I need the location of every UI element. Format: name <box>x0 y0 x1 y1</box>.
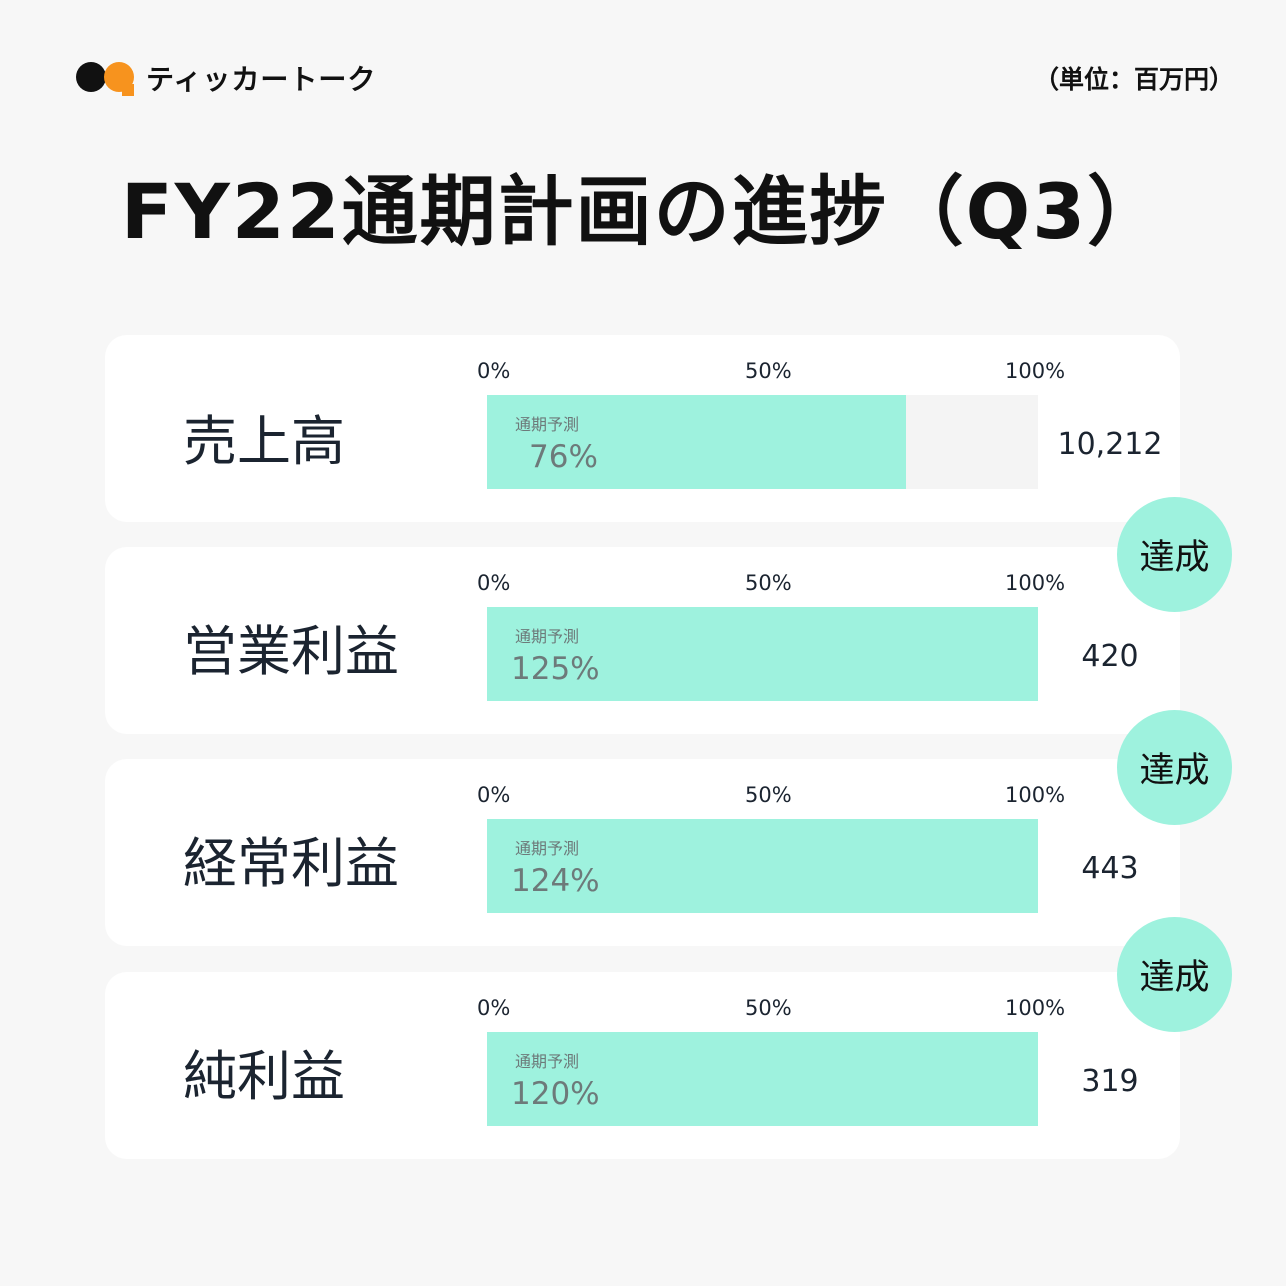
axis-tick-label: 0% <box>477 359 511 383</box>
axis-tick-label: 50% <box>745 783 792 807</box>
progress-track: 通期予測 76% <box>487 395 1038 489</box>
axis-tick-label: 0% <box>477 783 511 807</box>
achieved-badge: 達成 <box>1117 497 1232 612</box>
progress-label: 120% <box>511 1076 600 1112</box>
brand-logo: ティッカートーク <box>74 58 376 98</box>
bar-caption: 通期予測 <box>515 1052 580 1071</box>
metric-card: 経常利益 0% 50% 100% 通期予測 124% 443 <box>105 759 1180 946</box>
brand-name: ティッカートーク <box>146 63 377 96</box>
progress-track: 通期予測 120% <box>487 1032 1038 1126</box>
bar-caption: 通期予測 <box>515 839 580 858</box>
achieved-badge: 達成 <box>1117 917 1232 1032</box>
axis-tick-label: 100% <box>1005 783 1066 807</box>
metric-label: 純利益 <box>183 1045 345 1108</box>
metric-label: 経常利益 <box>183 832 399 895</box>
unit-label: （単位：百万円） <box>1033 65 1234 94</box>
axis-tick-label: 100% <box>1005 359 1066 383</box>
metric-label: 売上高 <box>183 410 345 473</box>
axis-tick-label: 50% <box>745 996 792 1020</box>
progress-track: 通期予測 124% <box>487 819 1038 913</box>
page-title: FY22通期計画の進捗（Q3） <box>120 167 1166 256</box>
progress-bar <box>487 607 1038 701</box>
progress-label: 125% <box>511 651 600 687</box>
progress-label: 124% <box>511 863 600 899</box>
axis-tick-label: 100% <box>1005 996 1066 1020</box>
bar-caption: 通期予測 <box>515 415 580 434</box>
metric-value: 420 <box>1081 639 1139 674</box>
axis-tick-label: 0% <box>477 571 511 595</box>
metric-value: 319 <box>1081 1064 1139 1099</box>
axis-tick-label: 50% <box>745 571 792 595</box>
progress-label: 76% <box>529 439 598 475</box>
metric-card: 売上高 0% 50% 100% 通期予測 76% 10,212 <box>105 335 1180 522</box>
metric-label: 営業利益 <box>183 620 399 683</box>
achieved-badge: 達成 <box>1117 710 1232 825</box>
metric-value: 443 <box>1081 851 1139 886</box>
progress-bar <box>487 1032 1038 1126</box>
metric-card: 営業利益 0% 50% 100% 通期予測 125% 420 <box>105 547 1180 734</box>
logo-icon <box>74 58 138 98</box>
metric-card: 純利益 0% 50% 100% 通期予測 120% 319 <box>105 972 1180 1159</box>
progress-bar <box>487 395 906 489</box>
metric-value: 10,212 <box>1057 427 1163 462</box>
axis-tick-label: 0% <box>477 996 511 1020</box>
progress-track: 通期予測 125% <box>487 607 1038 701</box>
bar-caption: 通期予測 <box>515 627 580 646</box>
axis-tick-label: 100% <box>1005 571 1066 595</box>
progress-bar <box>487 819 1038 913</box>
axis-tick-label: 50% <box>745 359 792 383</box>
